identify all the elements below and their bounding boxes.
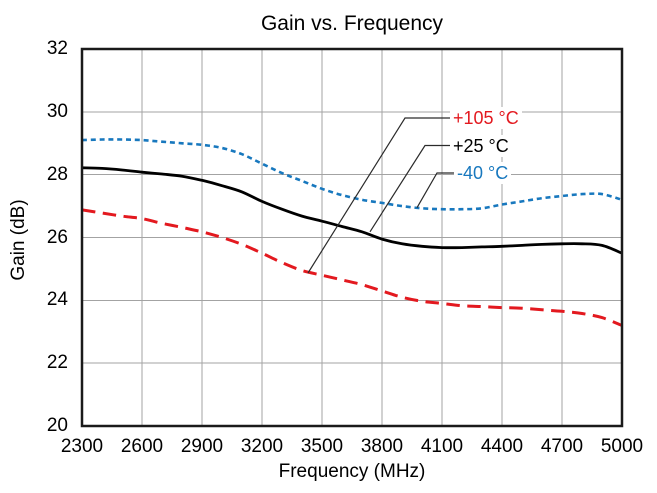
callout-line [307, 117, 453, 274]
x-tick-label: 4400 [480, 436, 524, 457]
y-tick-label: 30 [46, 100, 68, 122]
callout-line [369, 144, 453, 233]
x-tick-label: 2900 [180, 436, 224, 457]
x-tick-label: 4700 [540, 436, 584, 457]
y-tick-label: 20 [46, 415, 68, 436]
chart-title: Gain vs. Frequency [260, 12, 444, 35]
series-curve-105c [82, 208, 622, 327]
series-curves [82, 138, 622, 327]
series-curve-25c [82, 166, 622, 255]
x-tick-label: 2300 [60, 436, 104, 457]
series-curve-40c [82, 138, 622, 211]
legend-label-25c: +25 °C [450, 134, 512, 157]
x-axis-label: Frequency (MHz) [278, 461, 426, 482]
legend-label-105c: +105 °C [450, 107, 522, 129]
callout-line [416, 172, 457, 208]
y-tick-label: 28 [46, 163, 68, 185]
x-tick-label: 3200 [240, 436, 284, 457]
legend-callout-lines [307, 117, 457, 274]
y-tick-label: 26 [46, 226, 68, 248]
gridlines [82, 49, 622, 426]
x-tick-label: 3500 [300, 436, 344, 457]
plot-frame [80, 47, 624, 428]
x-tick-label: 3800 [360, 436, 404, 457]
x-tick-label: 5000 [600, 436, 644, 457]
legend-label-40c: -40 °C [454, 162, 512, 184]
x-tick-label: 4100 [420, 436, 464, 457]
y-tick-label: 22 [46, 352, 68, 374]
y-tick-label: 24 [46, 289, 68, 311]
x-tick-label: 2600 [120, 436, 164, 457]
y-tick-label: 32 [46, 38, 68, 59]
